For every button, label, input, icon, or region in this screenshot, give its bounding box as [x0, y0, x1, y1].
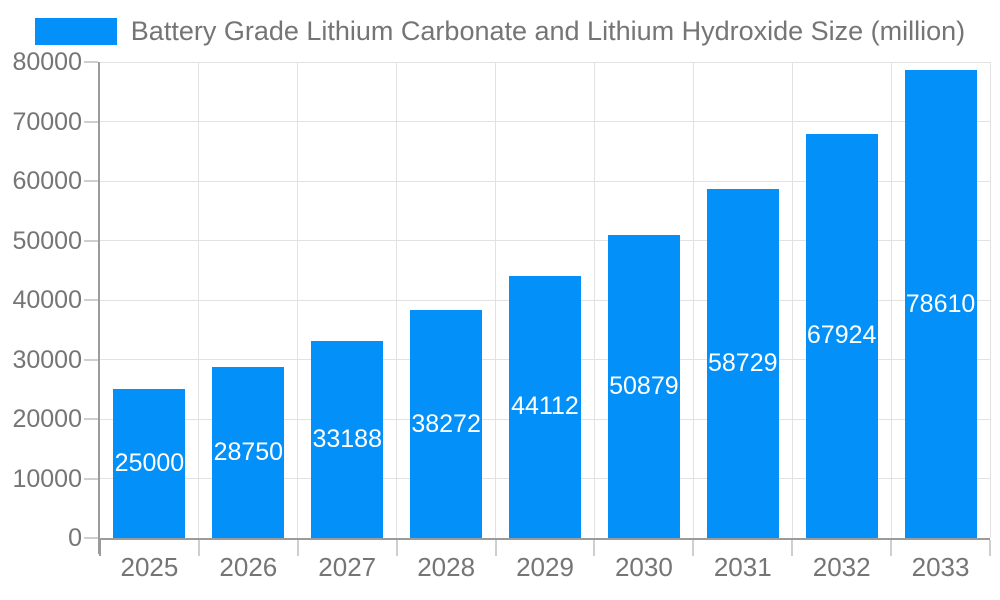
bar-value-label: 25000 [114, 449, 185, 478]
y-gridline [100, 180, 990, 182]
y-axis-tick [84, 537, 98, 539]
bar-2031[interactable]: 58729 [706, 188, 779, 538]
y-axis-tick-label: 80000 [12, 48, 82, 76]
y-axis-tick-label: 10000 [12, 464, 82, 493]
bar-2029[interactable]: 44112 [509, 275, 581, 538]
bar-2025[interactable]: 25000 [113, 389, 186, 538]
x-axis-tick-label: 2033 [911, 552, 970, 582]
legend-swatch [34, 18, 117, 45]
x-gridline [890, 62, 892, 538]
x-axis-tick [692, 540, 695, 556]
x-axis-tick [593, 540, 596, 556]
y-axis-tick [84, 120, 98, 123]
y-axis-tick-label: 0 [68, 524, 82, 552]
x-axis-tick [890, 540, 893, 556]
bar-value-label: 44112 [511, 392, 579, 421]
x-gridline [791, 62, 793, 538]
x-axis-tick [989, 540, 991, 556]
y-gridline [100, 61, 990, 63]
x-gridline [593, 62, 595, 538]
x-gridline [396, 62, 398, 538]
x-axis-tick [494, 540, 497, 556]
y-axis-tick-label: 20000 [12, 405, 82, 433]
y-axis-tick-label: 40000 [12, 286, 82, 314]
x-axis-tick-label: 2028 [417, 552, 476, 582]
y-axis-tick-label: 60000 [12, 167, 82, 195]
bar-2026[interactable]: 28750 [212, 366, 285, 538]
x-axis-tick [99, 540, 101, 556]
x-axis-tick [197, 540, 200, 556]
bar-value-label: 33188 [312, 424, 382, 453]
x-gridline [198, 62, 200, 538]
x-axis-tick-label: 2030 [614, 552, 673, 582]
y-axis-tick [84, 180, 98, 182]
bar-value-label: 50879 [609, 372, 679, 401]
y-axis-tick [84, 61, 98, 63]
x-axis-line [98, 538, 990, 540]
y-gridline [100, 121, 990, 122]
x-gridline [989, 62, 991, 538]
y-axis-tick-label: 30000 [12, 345, 82, 374]
bar-value-label: 78610 [905, 289, 976, 318]
x-axis-tick-label: 2026 [219, 552, 278, 582]
x-axis-tick [395, 540, 398, 556]
bar-value-label: 58729 [708, 348, 778, 377]
bar-2027[interactable]: 33188 [311, 340, 384, 538]
bar-value-label: 38272 [411, 409, 481, 438]
y-axis-tick-label: 70000 [12, 107, 82, 136]
x-axis-tick-label: 2029 [516, 552, 574, 582]
y-axis-tick [84, 239, 98, 242]
bar-2033[interactable]: 78610 [904, 70, 977, 538]
y-gridline [100, 240, 990, 241]
x-axis-tick-label: 2031 [713, 552, 772, 582]
x-axis-tick [296, 540, 299, 556]
plot-area: 25000 28750 33188 38272 44112 50879 58729 67924… [84, 61, 991, 556]
x-gridline [297, 62, 299, 538]
legend-label: Battery Grade Lithium Carbonate and Lith… [130, 16, 966, 46]
x-axis-tick-label: 2032 [812, 552, 871, 582]
y-axis-tick-label: 50000 [12, 226, 82, 255]
legend[interactable]: Battery Grade Lithium Carbonate and Lith… [0, 16, 1000, 47]
bar-2030[interactable]: 50879 [607, 235, 680, 538]
bar-2032[interactable]: 67924 [805, 133, 878, 538]
y-axis-tick [84, 358, 98, 361]
bar-value-label: 28750 [213, 437, 284, 466]
y-axis-tick [84, 299, 98, 301]
y-axis-tick [84, 477, 98, 480]
x-gridline [495, 62, 497, 538]
bar-2028[interactable]: 38272 [410, 310, 483, 538]
x-axis-tick-label: 2027 [318, 552, 377, 582]
y-axis-tick [84, 418, 98, 420]
bar-value-label: 67924 [806, 321, 877, 350]
y-axis-line [98, 62, 100, 554]
x-axis-tick-label: 2025 [120, 552, 179, 582]
x-axis-tick [791, 540, 794, 556]
x-gridline [692, 62, 694, 538]
